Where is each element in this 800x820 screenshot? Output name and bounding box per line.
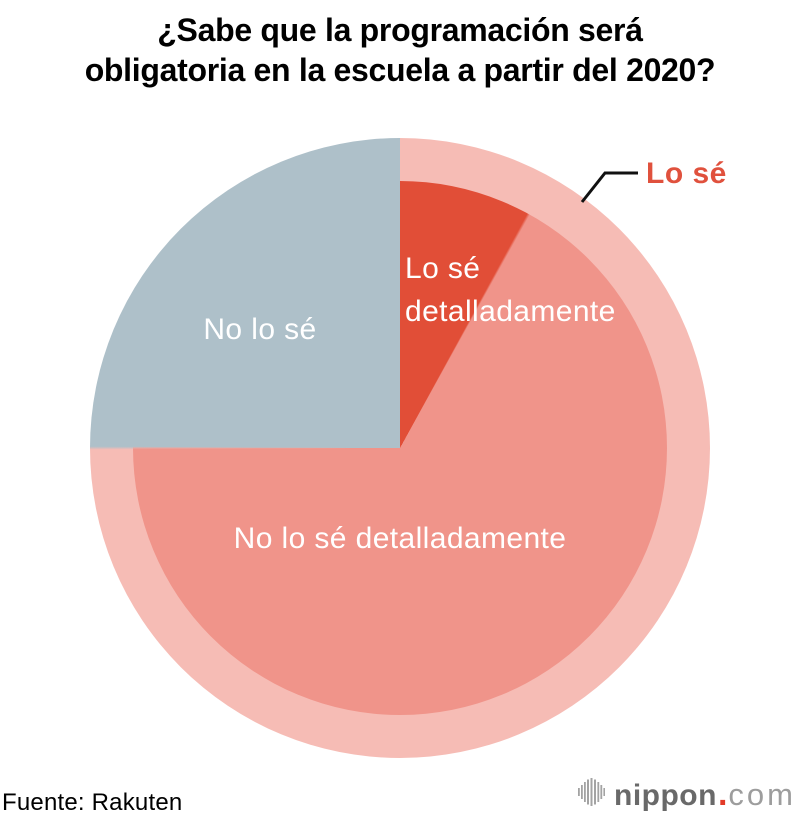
page-title-line-2: obligatoria en la escuela a partir del 2… <box>84 52 716 88</box>
slice-label-no-lo-se-detalladamente: No lo sé detalladamente <box>233 522 567 555</box>
source-text: Fuente: Rakuten <box>2 789 183 816</box>
logo-text-nippon: nippon <box>614 779 717 812</box>
slice-label-lo-se-detalladamente-line-2: detalladamente <box>405 295 616 328</box>
page-title-line-1: ¿Sabe que la programación será <box>157 12 643 48</box>
callout-line <box>580 171 638 203</box>
logo-text-com: com <box>728 777 796 812</box>
slice-label-lo-se-detalladamente: Lo sé detalladamente <box>405 247 616 333</box>
nippon-logo: nippon . com <box>578 775 796 814</box>
logo-dot: . <box>717 775 728 813</box>
slice-label-no-lo-se: No lo sé <box>203 313 317 346</box>
page-title: ¿Sabe que la programación será obligator… <box>0 10 800 90</box>
callout-label-lo-se: Lo sé <box>646 157 727 190</box>
soundwave-bars-icon <box>578 776 606 813</box>
slice-label-lo-se-detalladamente-line-1: Lo sé <box>405 252 481 285</box>
pie-inner-slices <box>133 181 667 715</box>
